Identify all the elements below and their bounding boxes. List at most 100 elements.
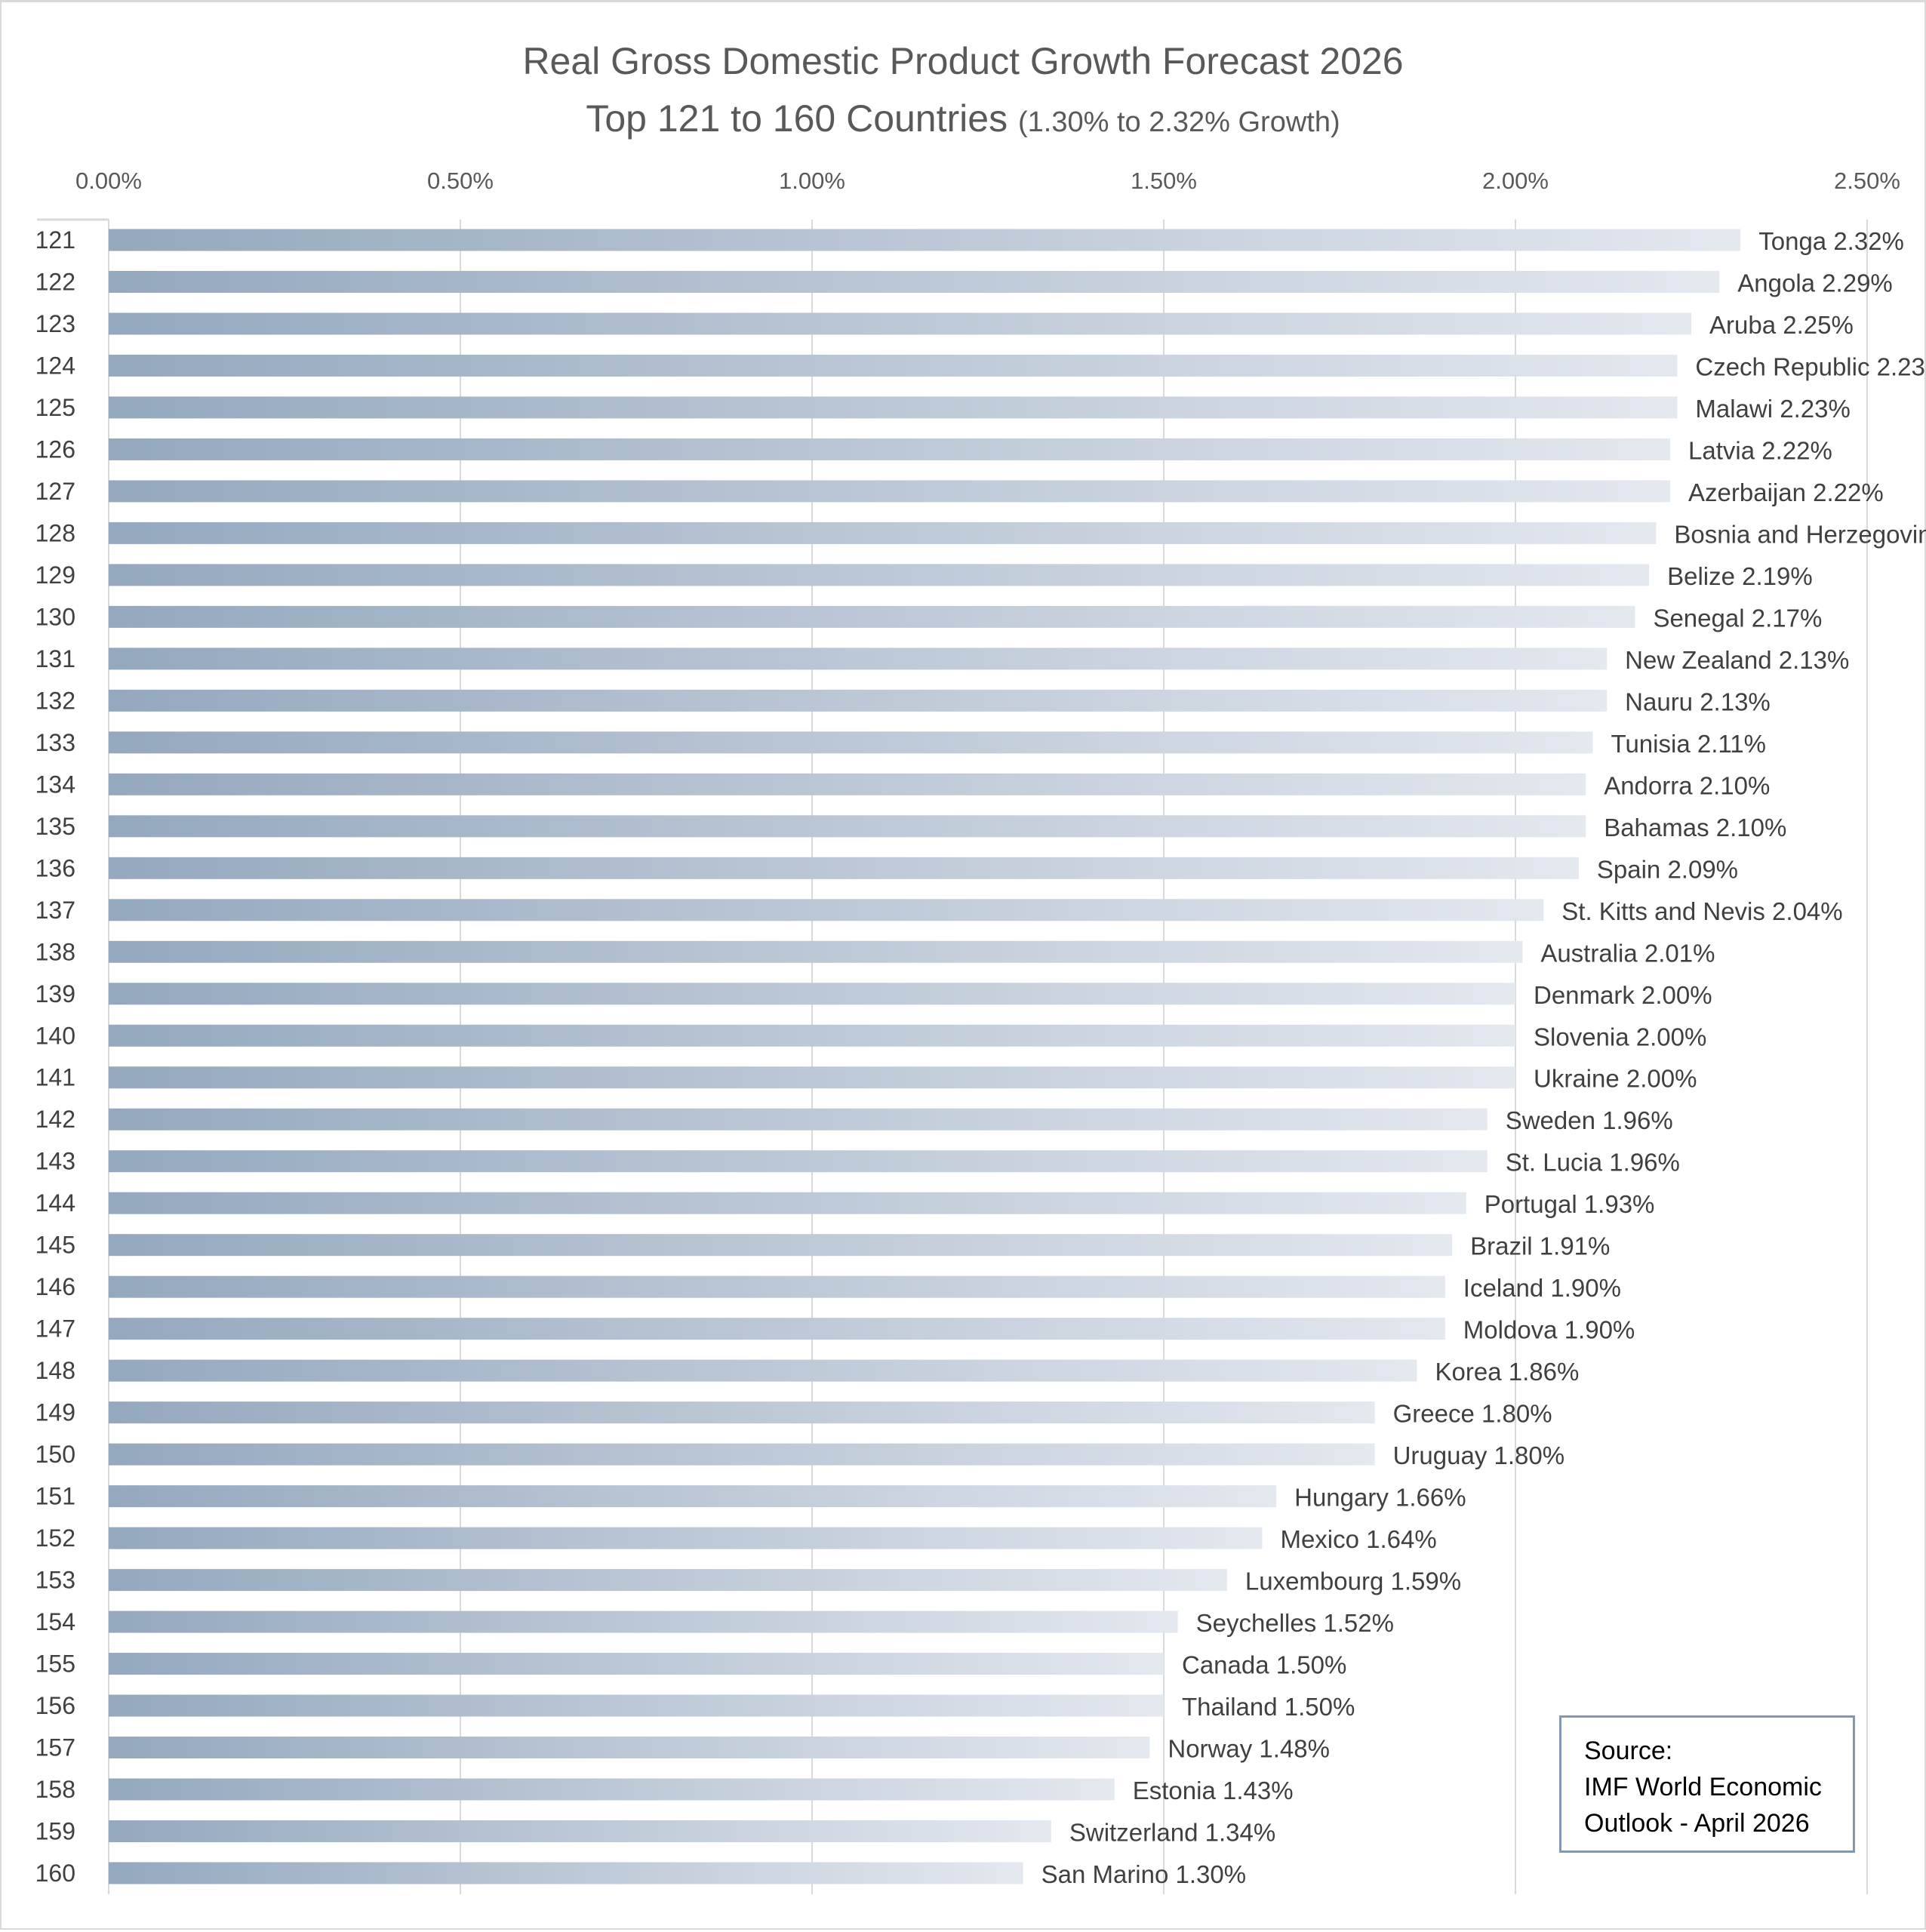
rank-label: 124 [35,352,75,379]
rank-label: 153 [35,1567,75,1594]
data-label: Hungary 1.66% [1294,1484,1466,1512]
data-label: Bahamas 2.10% [1604,814,1786,841]
rank-label: 121 [35,226,75,254]
bar [109,1234,1453,1257]
rank-label: 143 [35,1148,75,1175]
data-label: New Zealand 2.13% [1625,646,1849,674]
source-line: Outlook - April 2026 [1584,1809,1810,1838]
rank-label: 156 [35,1692,75,1719]
bar [109,1737,1150,1759]
data-label: Aruba 2.25% [1709,311,1854,339]
bar [109,270,1720,293]
bar [109,1611,1178,1633]
data-label: Switzerland 1.34% [1069,1819,1275,1847]
rank-label: 125 [35,394,75,421]
data-label: Norway 1.48% [1168,1735,1330,1763]
bar [109,1108,1488,1131]
bar [109,229,1741,251]
x-tick-label: 1.50% [1131,168,1197,194]
data-label: San Marino 1.30% [1041,1860,1247,1888]
bar [109,1778,1115,1801]
x-tick-label: 0.00% [75,168,142,194]
bar [109,689,1608,712]
rank-label: 135 [35,813,75,840]
data-label: Slovenia 2.00% [1534,1023,1706,1051]
rank-label: 129 [35,561,75,589]
rank-label: 137 [35,897,75,924]
rank-label: 139 [35,980,75,1008]
subtitle-note: (1.30% to 2.32% Growth) [1017,106,1340,138]
rank-label: 142 [35,1106,75,1133]
rank-label: 136 [35,854,75,881]
data-label: Latvia 2.22% [1688,436,1832,464]
data-label: Czech Republic 2.23% [1695,352,1926,380]
data-label: Denmark 2.00% [1534,981,1712,1009]
rank-label: 132 [35,687,75,714]
data-label: St. Lucia 1.96% [1506,1149,1680,1177]
rank-label: 128 [35,519,75,546]
data-label: Moldova 1.90% [1463,1316,1635,1344]
bar [109,1569,1227,1592]
data-label: Brazil 1.91% [1470,1232,1610,1260]
data-label: Uruguay 1.80% [1393,1441,1564,1469]
bar [109,438,1671,460]
data-label: St. Kitts and Nevis 2.04% [1561,897,1842,925]
rank-label: 155 [35,1651,75,1678]
bar [109,1527,1263,1549]
bar [109,899,1544,921]
rank-label: 146 [35,1273,75,1300]
data-label: Greece 1.80% [1393,1400,1552,1428]
bar [109,857,1579,879]
x-tick-label: 2.00% [1482,168,1549,194]
bar [109,1275,1445,1298]
rank-label: 148 [35,1357,75,1384]
rank-label: 145 [35,1232,75,1259]
rank-label: 130 [35,603,75,630]
bar [109,1862,1023,1884]
bar [109,1653,1164,1675]
bar [109,480,1671,503]
rank-label: 138 [35,938,75,965]
data-label: Canada 1.50% [1182,1651,1346,1679]
rank-label: 152 [35,1524,75,1552]
data-label: Tunisia 2.11% [1611,730,1766,758]
data-label: Estonia 1.43% [1133,1777,1294,1804]
bar [109,1359,1417,1382]
rank-label: 151 [35,1483,75,1510]
data-label: Bosnia and Herzegovina 2.20% [1674,520,1926,548]
rank-label: 159 [35,1818,75,1845]
rank-label: 154 [35,1608,75,1635]
subtitle-main: Top 121 to 160 Countries [586,97,1008,140]
rank-label: 140 [35,1022,75,1049]
bar [109,605,1635,628]
data-label: Iceland 1.90% [1463,1274,1621,1302]
chart-subtitle: Top 121 to 160 Countries (1.30% to 2.32%… [0,97,1926,140]
bar [109,1066,1515,1089]
bar [109,731,1593,754]
bar [109,1401,1375,1424]
rank-label: 158 [35,1776,75,1803]
data-label: Angola 2.29% [1737,269,1893,297]
bar [109,1443,1375,1466]
x-tick-label: 1.00% [779,168,845,194]
rank-label: 160 [35,1860,75,1887]
data-label: Thailand 1.50% [1182,1693,1355,1721]
rank-label: 126 [35,435,75,463]
rank-label: 141 [35,1064,75,1091]
data-label: Australia 2.01% [1540,939,1715,967]
rank-label: 133 [35,729,75,756]
bar [109,1694,1164,1717]
rank-label: 123 [35,310,75,337]
source-note: Source: IMF World Economic Outlook - Apr… [1559,1715,1855,1853]
data-label: Seychelles 1.52% [1196,1609,1394,1637]
data-label: Azerbaijan 2.22% [1688,478,1884,506]
bar [109,564,1650,586]
rank-label: 144 [35,1189,75,1217]
bar [109,1192,1466,1214]
bar [109,1820,1051,1843]
data-label: Ukraine 2.00% [1534,1065,1697,1093]
rank-label: 157 [35,1734,75,1761]
x-tick-label: 2.50% [1834,168,1900,194]
